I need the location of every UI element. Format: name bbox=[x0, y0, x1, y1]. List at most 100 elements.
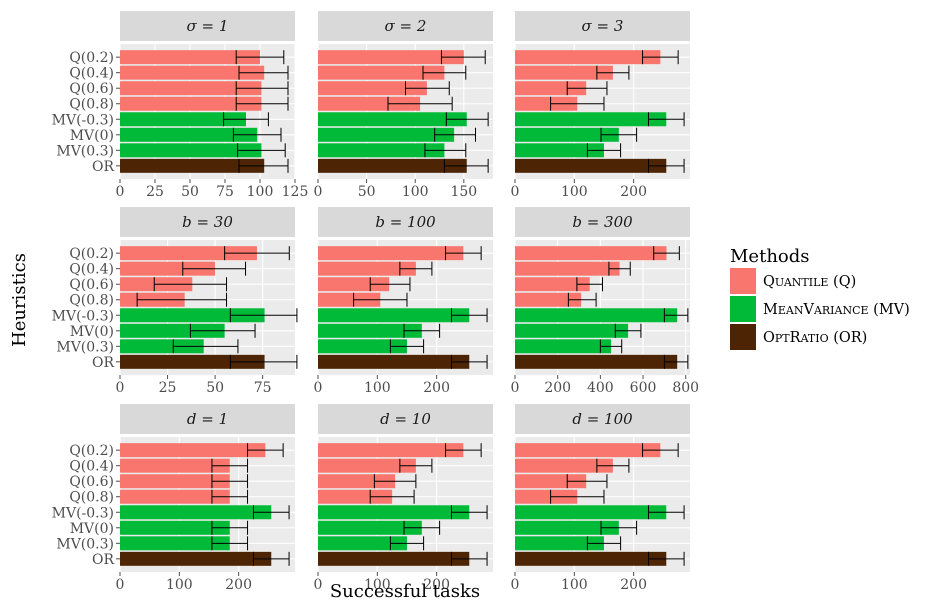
x-tick-label: 75 bbox=[216, 184, 234, 200]
y-tick-label: Q(0.6) bbox=[69, 277, 114, 293]
legend-label: MEANVARIANCE (MV) bbox=[763, 302, 910, 318]
bar bbox=[318, 458, 416, 473]
error-bar bbox=[235, 50, 285, 65]
bar bbox=[120, 323, 225, 338]
y-tick-label: Q(0.6) bbox=[69, 474, 114, 490]
bar bbox=[515, 277, 590, 292]
error-bar bbox=[450, 354, 488, 369]
error-bar bbox=[252, 505, 290, 520]
error-bar bbox=[647, 112, 685, 127]
bar bbox=[120, 354, 265, 369]
bar bbox=[318, 127, 455, 142]
error-bar bbox=[405, 81, 450, 96]
bar bbox=[318, 81, 427, 96]
bar bbox=[120, 246, 257, 261]
error-bar bbox=[663, 354, 689, 369]
error-bar bbox=[566, 474, 608, 489]
bar bbox=[120, 158, 265, 173]
bar bbox=[515, 505, 667, 520]
y-tick-label: Q(0.2) bbox=[69, 50, 114, 66]
error-bar bbox=[600, 520, 638, 535]
error-bar bbox=[399, 261, 433, 276]
facet-strip bbox=[318, 207, 493, 237]
facet-label: d = 100 bbox=[572, 410, 633, 428]
bar bbox=[515, 489, 578, 504]
facet-label: b = 30 bbox=[182, 213, 233, 231]
x-tick-label: 0 bbox=[116, 577, 125, 593]
bar bbox=[120, 536, 230, 551]
legend-key bbox=[730, 268, 756, 294]
x-tick-label: 200 bbox=[620, 577, 647, 593]
y-tick-label: Q(0.8) bbox=[69, 97, 114, 113]
legend-key bbox=[730, 296, 756, 322]
x-tick-label: 0 bbox=[314, 184, 323, 200]
facet-strip bbox=[515, 404, 690, 434]
bar bbox=[120, 308, 265, 323]
bar bbox=[120, 96, 262, 111]
bar bbox=[120, 458, 230, 473]
facet-label: σ = 3 bbox=[582, 17, 624, 35]
y-tick-label: Q(0.8) bbox=[69, 490, 114, 506]
x-tick-label: 0 bbox=[511, 184, 520, 200]
x-tick-label: 100 bbox=[561, 577, 588, 593]
bar bbox=[318, 354, 470, 369]
bar bbox=[318, 505, 470, 520]
error-bar bbox=[229, 308, 298, 323]
x-tick-label: 25 bbox=[146, 184, 164, 200]
bar bbox=[120, 551, 272, 566]
y-axis-title: Heuristics bbox=[9, 253, 30, 347]
legend-key bbox=[730, 324, 756, 350]
bar bbox=[318, 292, 381, 307]
error-bar bbox=[211, 520, 249, 535]
bar bbox=[515, 339, 612, 354]
error-bar bbox=[189, 323, 256, 338]
bar bbox=[515, 520, 619, 535]
error-bar bbox=[608, 261, 631, 276]
bar bbox=[515, 127, 619, 142]
facet-strip bbox=[318, 404, 493, 434]
error-bar bbox=[550, 489, 605, 504]
x-tick-label: 100 bbox=[364, 577, 391, 593]
error-bar bbox=[136, 292, 228, 307]
facet-label: d = 1 bbox=[187, 410, 228, 428]
bar bbox=[318, 536, 407, 551]
bar bbox=[318, 520, 422, 535]
bar bbox=[120, 443, 266, 458]
bar bbox=[515, 50, 661, 65]
bar bbox=[120, 65, 265, 80]
bar bbox=[120, 489, 230, 504]
panel-background bbox=[120, 44, 295, 179]
bar bbox=[515, 551, 667, 566]
bar bbox=[318, 489, 393, 504]
legend: Methods QUANTILE (Q) MEANVARIANCE (MV) OPT… bbox=[730, 246, 910, 350]
y-tick-label: Q(0.4) bbox=[69, 459, 114, 475]
error-bar bbox=[389, 339, 425, 354]
bar bbox=[515, 246, 667, 261]
facet-strip bbox=[515, 11, 690, 41]
x-tick-label: 200 bbox=[423, 380, 450, 396]
error-bar bbox=[445, 443, 482, 458]
facet-panel: b = 300 0 200 400 600 800 bbox=[511, 207, 699, 396]
bar bbox=[318, 158, 467, 173]
error-bar bbox=[224, 246, 290, 261]
x-tick-label: 200 bbox=[620, 184, 647, 200]
error-bar bbox=[237, 143, 286, 158]
facet-strip bbox=[515, 207, 690, 237]
bar bbox=[120, 81, 262, 96]
error-bar bbox=[596, 65, 630, 80]
error-bar bbox=[653, 246, 680, 261]
panel-background bbox=[318, 437, 493, 572]
facet-panel: σ = 3 0 100 200 bbox=[511, 11, 690, 200]
legend-label: OPTRATIO (OR) bbox=[763, 330, 867, 346]
bar bbox=[515, 81, 587, 96]
error-bar bbox=[252, 551, 290, 566]
error-bar bbox=[229, 354, 298, 369]
facet-label: d = 10 bbox=[380, 410, 431, 428]
facet-panel: d = 1 0 100 200 Q(0.2)Q(0.4)Q(0.6)Q(0.8)MV(-… bbox=[52, 404, 295, 593]
error-bar bbox=[389, 536, 425, 551]
bar bbox=[515, 158, 667, 173]
bar bbox=[318, 246, 464, 261]
y-tick-label: MV(0.3) bbox=[56, 339, 114, 355]
facet-strip bbox=[120, 404, 295, 434]
error-bar bbox=[353, 292, 408, 307]
